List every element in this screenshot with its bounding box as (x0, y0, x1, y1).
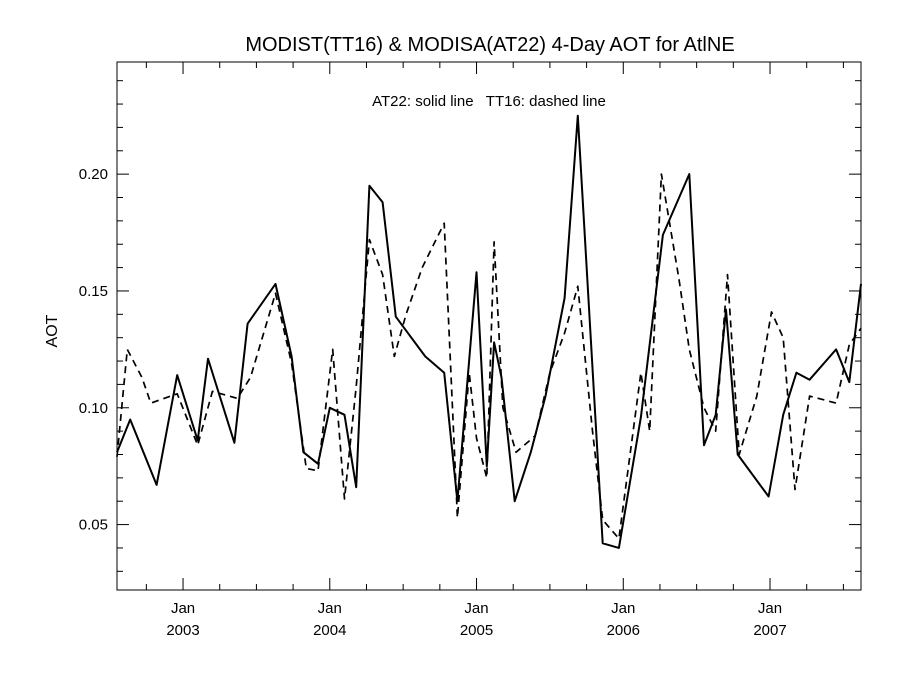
x-tick-month-label: Jan (171, 600, 195, 617)
x-tick-month-label: Jan (464, 600, 488, 617)
series-at22-line (116, 114, 862, 549)
chart-title: MODIST(TT16) & MODISA(AT22) 4-Day AOT fo… (245, 34, 734, 56)
series-tt16-line (116, 173, 862, 540)
x-tick-year-label: 2007 (753, 622, 786, 639)
y-tick-label: 0.10 (79, 400, 108, 417)
x-tick-year-label: 2005 (460, 622, 493, 639)
x-tick-month-label: Jan (758, 600, 782, 617)
x-tick-year-label: 2003 (166, 622, 199, 639)
x-tick-year-label: 2006 (607, 622, 640, 639)
y-tick-label: 0.15 (79, 283, 108, 300)
y-tick-label: 0.20 (79, 166, 108, 183)
y-tick-label: 0.05 (79, 517, 108, 534)
plot-area-frame (116, 61, 862, 591)
series-legend-annotation: AT22: solid line TT16: dashed line (372, 93, 606, 110)
x-tick-month-label: Jan (611, 600, 635, 617)
x-tick-year-label: 2004 (313, 622, 346, 639)
y-axis-label: AOT (44, 314, 61, 347)
x-tick-month-label: Jan (318, 600, 342, 617)
